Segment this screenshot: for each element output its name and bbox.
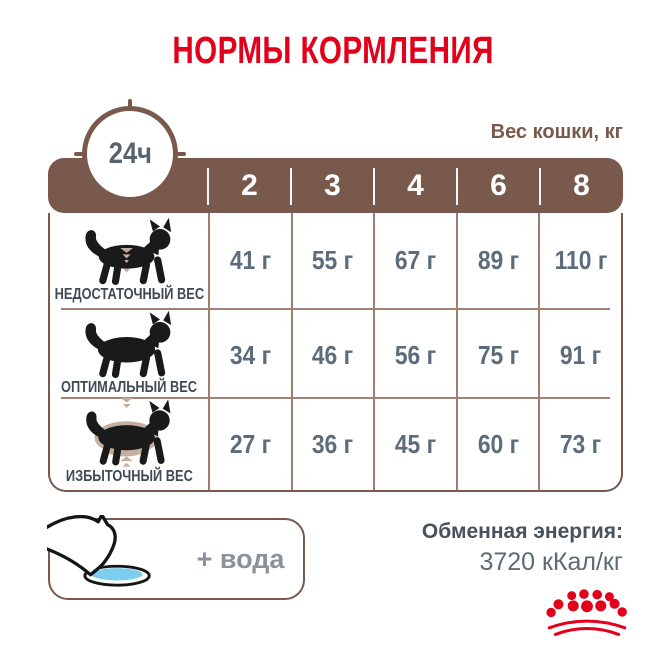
value-cell: 110 г (538, 213, 621, 308)
row-label: НЕДОСТАТОЧНЫЙ ВЕС (54, 286, 204, 303)
cat-optimal-icon (76, 310, 182, 380)
value-cell: 34 г (208, 310, 291, 401)
cat-underweight-icon (76, 217, 182, 287)
column-header-3: 3 (290, 158, 374, 213)
energy-value: 3720 кКал/кг (479, 548, 623, 576)
cat-weight-unit-label: Вес кошки, кг (490, 121, 623, 143)
value-cell: 36 г (290, 399, 374, 490)
value-cell: 56 г (373, 310, 456, 401)
feeding-table: НЕДОСТАТОЧНЫЙ ВЕС 41 г 55 г 67 г 89 г 11… (48, 213, 623, 492)
cat-overweight-icon (76, 397, 182, 469)
row-label: ОПТИМАЛЬНЫЙ ВЕС (61, 379, 197, 396)
column-header-2: 2 (207, 158, 291, 213)
energy-label: Обменная энергия: (421, 520, 623, 543)
column-header-4: 4 (373, 158, 457, 213)
value-cell: 67 г (373, 213, 456, 308)
water-note-box: + вода (43, 512, 305, 600)
value-cell: 75 г (455, 310, 539, 401)
value-cell: 60 г (455, 399, 539, 490)
cat-drinking-water-icon (43, 512, 189, 596)
row-header-optimal: ОПТИМАЛЬНЫЙ ВЕС (50, 310, 208, 401)
water-note-label: + вода (196, 543, 285, 574)
clock-face: 24ч (82, 106, 178, 202)
row-header-overweight: ИЗБЫТОЧНЫЙ ВЕС (50, 397, 208, 490)
column-header-6: 6 (456, 158, 540, 213)
value-cell: 55 г (290, 213, 374, 308)
clock-label: 24ч (108, 137, 152, 170)
value-cell: 91 г (538, 310, 621, 401)
row-label: ИЗБЫТОЧНЫЙ ВЕС (65, 468, 193, 485)
table-row-optimal: ОПТИМАЛЬНЫЙ ВЕС 34 г 46 г 56 г 75 г 91 г (50, 310, 621, 401)
value-cell: 45 г (373, 399, 456, 490)
table-row-overweight: ИЗБЫТОЧНЫЙ ВЕС 27 г 36 г 45 г 60 г 73 г (50, 397, 621, 490)
value-cell: 46 г (290, 310, 374, 401)
row-separator (61, 308, 610, 310)
clock-24h-icon: 24ч (74, 99, 186, 202)
row-header-underweight: НЕДОСТАТОЧНЫЙ ВЕС (50, 213, 208, 308)
row-separator (61, 397, 610, 399)
column-header-8: 8 (539, 158, 623, 213)
value-cell: 89 г (455, 213, 539, 308)
value-cell: 41 г (208, 213, 291, 308)
value-cell: 73 г (538, 399, 621, 490)
energy-info: Обменная энергия: 3720 кКал/кг (422, 520, 623, 577)
table-row-underweight: НЕДОСТАТОЧНЫЙ ВЕС 41 г 55 г 67 г 89 г 11… (50, 213, 621, 308)
royal-canin-crown-icon (546, 589, 628, 645)
value-cell: 27 г (208, 399, 291, 490)
page-title: НОРМЫ КОРМЛЕНИЯ (172, 30, 495, 72)
